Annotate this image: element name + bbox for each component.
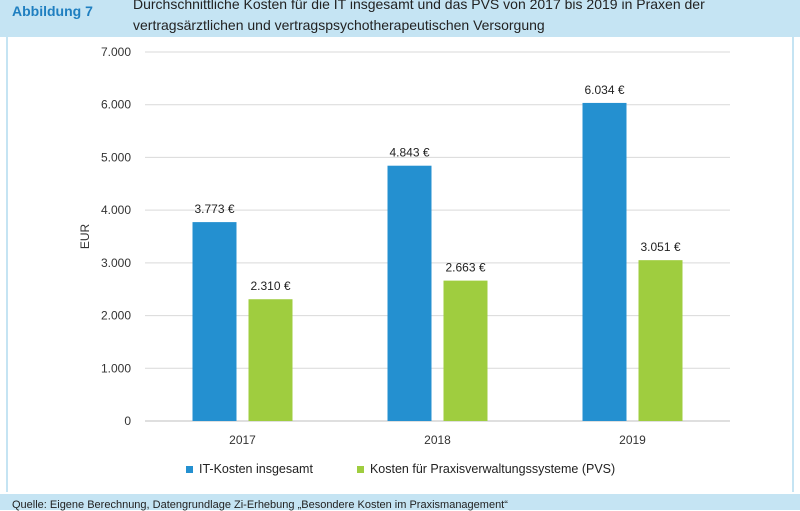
y-tick-label: 3.000 <box>101 256 131 270</box>
bars <box>192 102 683 421</box>
y-axis-ticks: 0 1.000 2.000 3.000 4.000 5.000 6.000 7.000 <box>101 45 131 428</box>
data-labels: 3.773 € 2.310 € 4.843 € 2.663 € 6.034 € 3.051… <box>194 83 680 293</box>
y-tick-label: 7.000 <box>101 45 131 59</box>
chart-frame <box>6 37 794 492</box>
legend-label-it: IT-Kosten insgesamt <box>199 462 313 476</box>
y-tick-label: 4.000 <box>101 203 131 217</box>
data-label: 4.843 € <box>389 146 429 160</box>
figure-footer: Quelle: Eigene Berechnung, Datengrundlag… <box>0 494 800 511</box>
bar-it-2017 <box>192 222 237 421</box>
figure-title: Durchschnittliche Kosten für die IT insg… <box>133 0 705 33</box>
figure-number: Abbildung 7 <box>12 3 93 19</box>
y-axis-label: EUR <box>78 224 92 250</box>
legend-item-pvs: Kosten für Praxisverwaltungssysteme (PVS… <box>356 462 616 476</box>
legend-swatch-it <box>186 465 193 473</box>
bar-pvs-2019 <box>638 260 683 421</box>
y-tick-label: 2.000 <box>101 309 131 323</box>
y-tick-label: 0 <box>124 414 131 428</box>
data-label: 2.310 € <box>250 279 290 293</box>
bar-pvs-2018 <box>443 280 488 421</box>
bar-pvs-2017 <box>248 299 293 421</box>
legend: IT-Kosten insgesamt Kosten für Praxisver… <box>186 462 615 476</box>
legend-label-pvs: Kosten für Praxisverwaltungssysteme (PVS… <box>369 462 616 476</box>
x-tick-label: 2019 <box>619 433 646 447</box>
y-tick-label: 6.000 <box>101 98 131 112</box>
bar-it-2019 <box>582 102 627 421</box>
legend-item-it: IT-Kosten insgesamt <box>186 462 313 476</box>
data-label: 3.051 € <box>640 240 680 254</box>
gridlines <box>145 51 730 422</box>
source-note: Quelle: Eigene Berechnung, Datengrundlag… <box>12 499 508 511</box>
bar-it-2018 <box>387 165 432 421</box>
y-tick-label: 5.000 <box>101 150 131 164</box>
data-label: 6.034 € <box>584 83 624 97</box>
data-label: 2.663 € <box>445 261 485 275</box>
data-label: 3.773 € <box>194 202 234 216</box>
x-tick-label: 2017 <box>229 433 256 447</box>
y-tick-label: 1.000 <box>101 361 131 375</box>
figure-header: Abbildung 7 Durchschnittliche Kosten für… <box>0 0 800 37</box>
legend-swatch-pvs <box>356 465 364 473</box>
x-axis-ticks: 2017 2018 2019 <box>229 433 646 447</box>
x-tick-label: 2018 <box>424 433 451 447</box>
